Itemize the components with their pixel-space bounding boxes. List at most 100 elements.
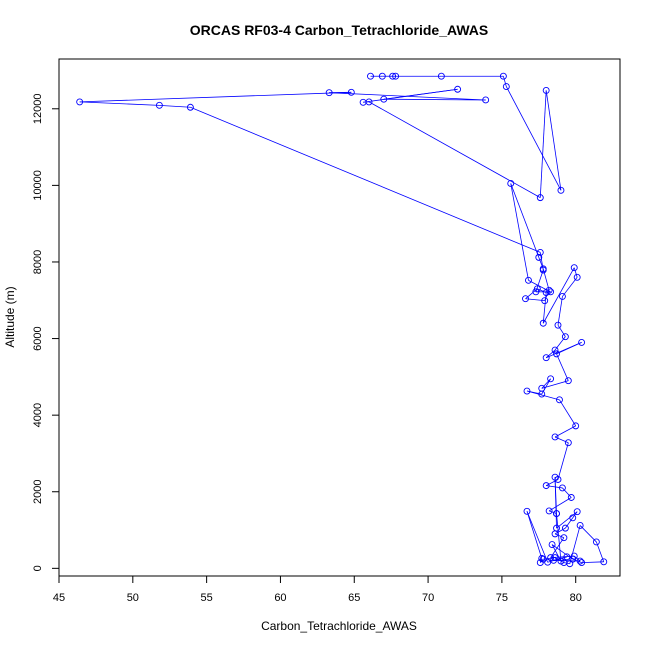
data-point xyxy=(551,473,559,481)
data-point xyxy=(499,72,507,80)
series-segment xyxy=(526,390,560,401)
data-point xyxy=(558,484,566,492)
series-segment xyxy=(550,537,565,558)
series-segment xyxy=(548,497,572,512)
data-point xyxy=(539,265,547,273)
series-segment xyxy=(535,269,544,292)
data-point xyxy=(539,555,547,563)
series-segment xyxy=(539,558,544,563)
x-axis: 45 50 55 60 65 70 75 80 xyxy=(53,576,582,604)
y-tick-label: 8000 xyxy=(32,250,44,274)
data-point xyxy=(573,508,581,516)
series-segment xyxy=(559,399,577,427)
data-point xyxy=(539,319,547,327)
series-segment xyxy=(79,101,160,106)
data-point xyxy=(551,346,559,354)
series-segment xyxy=(525,288,538,300)
data-point xyxy=(572,422,580,430)
data-point xyxy=(367,72,374,80)
data-point xyxy=(538,390,546,398)
y-tick-label: 0 xyxy=(32,565,44,571)
series-segment xyxy=(545,90,562,191)
series-segment xyxy=(557,442,569,480)
series-segment xyxy=(545,479,559,486)
y-tick-label: 2000 xyxy=(32,480,44,504)
series-segment xyxy=(329,92,486,101)
data-point xyxy=(551,554,559,562)
data-point xyxy=(76,98,84,106)
series-segment xyxy=(537,288,547,293)
series-segment xyxy=(543,557,556,560)
series-segment xyxy=(549,510,557,514)
data-point xyxy=(522,295,529,303)
series-segment xyxy=(557,296,563,326)
series-segment xyxy=(79,91,352,103)
data-point xyxy=(553,510,560,518)
series-segment xyxy=(510,183,529,281)
chart-title: ORCAS RF03-4 Carbon_Tetrachloride_AWAS xyxy=(190,22,488,38)
data-point xyxy=(576,521,584,529)
data-point xyxy=(502,83,510,91)
series-segment xyxy=(579,525,597,543)
data-point xyxy=(535,253,543,261)
data-point xyxy=(554,321,562,329)
data-point xyxy=(564,439,572,447)
data-point xyxy=(523,387,531,395)
data-point xyxy=(359,98,367,106)
series-segment xyxy=(556,353,569,381)
series-segment xyxy=(554,557,565,563)
series-segment xyxy=(551,544,573,560)
series-segment xyxy=(572,511,578,519)
x-tick-label: 45 xyxy=(53,592,65,604)
data-point xyxy=(551,433,559,441)
plot-frame xyxy=(58,58,621,577)
series-segment xyxy=(562,487,572,498)
series-segment xyxy=(556,342,582,355)
data-point xyxy=(325,89,333,97)
x-tick-label: 75 xyxy=(496,592,508,604)
data-point xyxy=(557,186,565,194)
data-point xyxy=(569,555,577,563)
data-point xyxy=(523,507,531,515)
data-point xyxy=(541,297,549,305)
data-point xyxy=(542,86,550,94)
data-point xyxy=(548,541,556,549)
series-segment xyxy=(510,183,540,258)
series-segment xyxy=(556,511,578,529)
series-segment xyxy=(556,513,562,562)
series-segment xyxy=(596,541,605,562)
x-tick-label: 65 xyxy=(348,592,360,604)
series-segment xyxy=(526,511,549,563)
x-tick-label: 80 xyxy=(570,592,582,604)
data-point xyxy=(592,538,600,546)
data-point xyxy=(561,524,569,532)
series-segment xyxy=(554,336,566,351)
y-tick-label: 12000 xyxy=(32,93,44,124)
data-point xyxy=(380,95,388,103)
data-point xyxy=(378,72,386,80)
series-segment xyxy=(554,527,566,535)
series-segment xyxy=(557,324,566,337)
data-point xyxy=(155,101,163,109)
data-point xyxy=(576,557,584,565)
data-point xyxy=(560,534,568,542)
series-segment xyxy=(554,533,565,539)
y-tick-label: 4000 xyxy=(32,403,44,427)
series-segment xyxy=(368,101,541,198)
series-segment xyxy=(542,268,550,291)
data-point xyxy=(569,514,577,522)
y-axis-label: Altitude (m) xyxy=(3,286,17,347)
series-segment xyxy=(565,517,574,529)
data-point xyxy=(547,288,555,296)
x-tick-label: 60 xyxy=(274,592,286,604)
data-point xyxy=(545,507,553,515)
data-point xyxy=(542,289,550,297)
series-segment xyxy=(526,511,543,559)
data-point xyxy=(542,354,550,362)
series-segment xyxy=(581,561,604,563)
data-point xyxy=(507,180,515,187)
data-point xyxy=(542,482,550,490)
data-point xyxy=(557,557,565,565)
series-segment xyxy=(541,378,551,389)
